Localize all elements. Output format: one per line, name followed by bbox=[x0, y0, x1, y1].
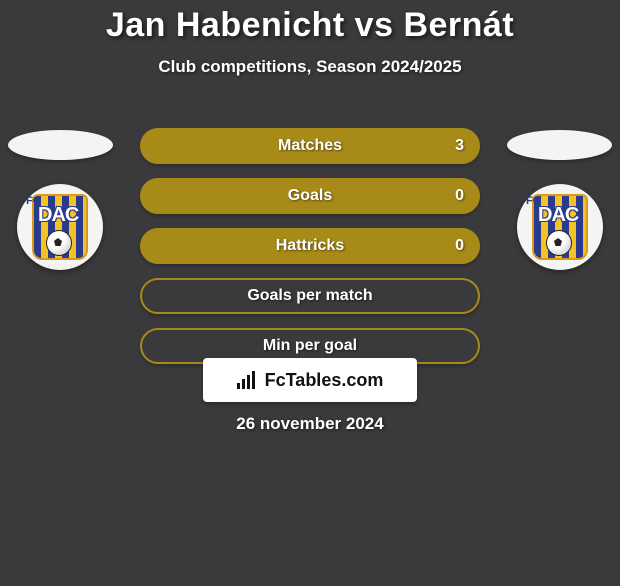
stat-bar: Matches3 bbox=[140, 128, 480, 164]
stat-value: 3 bbox=[455, 130, 464, 162]
player-photo-placeholder-left bbox=[8, 130, 113, 160]
stat-label: Hattricks bbox=[142, 230, 478, 262]
crest-name-text: DAC bbox=[38, 204, 78, 227]
stat-bar: Goals0 bbox=[140, 178, 480, 214]
stat-label: Matches bbox=[142, 130, 478, 162]
brand-box: FcTables.com bbox=[203, 358, 417, 402]
club-crest-icon: FC DAC bbox=[32, 194, 88, 260]
club-badge-left: FC DAC bbox=[17, 184, 103, 270]
stat-bar: Hattricks0 bbox=[140, 228, 480, 264]
club-badge-right: FC DAC bbox=[517, 184, 603, 270]
crest-name-text: DAC bbox=[538, 204, 578, 227]
stat-label: Goals bbox=[142, 180, 478, 212]
stat-bar: Goals per match bbox=[140, 278, 480, 314]
brand-text: FcTables.com bbox=[265, 370, 384, 391]
ball-icon bbox=[46, 230, 72, 256]
brand-logo-icon bbox=[237, 371, 259, 389]
date-text: 26 november 2024 bbox=[0, 414, 620, 434]
stat-value: 0 bbox=[455, 230, 464, 262]
page-title: Jan Habenicht vs Bernát bbox=[0, 6, 620, 45]
stat-label: Goals per match bbox=[142, 280, 478, 312]
stats-bars: Matches3Goals0Hattricks0Goals per matchM… bbox=[140, 128, 480, 378]
stat-value: 0 bbox=[455, 180, 464, 212]
ball-icon bbox=[546, 230, 572, 256]
player-photo-placeholder-right bbox=[507, 130, 612, 160]
subtitle: Club competitions, Season 2024/2025 bbox=[0, 57, 620, 77]
club-crest-icon: FC DAC bbox=[532, 194, 588, 260]
